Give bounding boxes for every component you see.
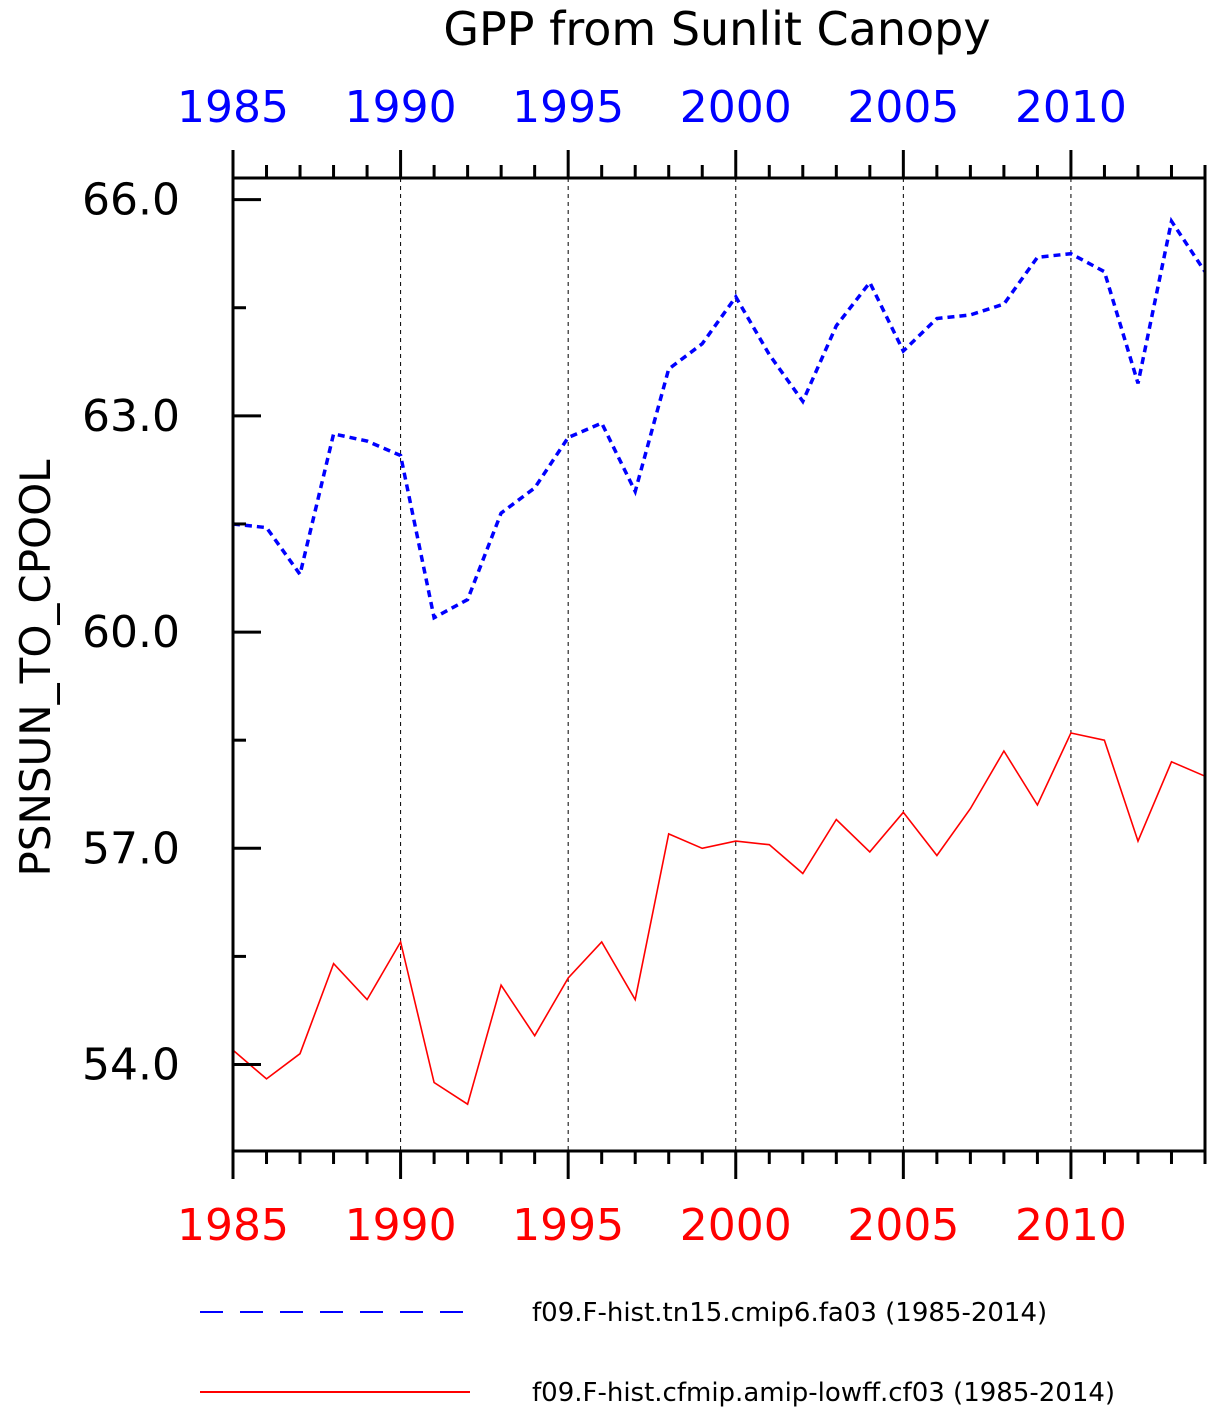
x-tick-label-top: 1995 [512, 82, 624, 133]
y-tick-label: 63.0 [82, 391, 180, 442]
x-tick-label-top: 2005 [847, 82, 959, 133]
series-group [232, 216, 1207, 1106]
x-tick-label-bottom: 1985 [177, 1200, 289, 1251]
legend: f09.F-hist.tn15.cmip6.fa03 (1985-2014) f0… [200, 1298, 1115, 1408]
series-line-2 [232, 732, 1206, 1106]
y-tick-label: 57.0 [82, 823, 180, 874]
x-tick-label-top: 2000 [680, 82, 792, 133]
x-tick-label-top: 2010 [1015, 82, 1127, 133]
plot-frame [231, 176, 1207, 1153]
grid [400, 178, 1072, 1151]
x-tick-label-bottom: 1995 [512, 1200, 624, 1251]
legend-label-1: f09.F-hist.tn15.cmip6.fa03 (1985-2014) [532, 1298, 1047, 1328]
y-tick-label: 60.0 [82, 607, 180, 658]
x-tick-label-bottom: 2010 [1015, 1200, 1127, 1251]
y-tick-label: 54.0 [82, 1040, 180, 1091]
x-tick-label-top: 1990 [345, 82, 457, 133]
x-tick-label-bottom: 1990 [345, 1200, 457, 1251]
x-tick-label-bottom: 2000 [680, 1200, 792, 1251]
axes: 1985 1985 1990 1990 1995 1995 2000 2000 2005 2005… [82, 82, 1207, 1251]
x-tick-label-bottom: 2005 [847, 1200, 959, 1251]
legend-label-2: f09.F-hist.cfmip.amip-lowff.cf03 (1985-2… [532, 1378, 1115, 1408]
series-line-1 [232, 216, 1207, 621]
y-axis-label: PSNSUN_TO_CPOOL [11, 459, 60, 877]
chart-title: GPP from Sunlit Canopy [443, 2, 990, 56]
y-tick-label: 66.0 [82, 175, 180, 226]
x-tick-label-top: 1985 [177, 82, 289, 133]
